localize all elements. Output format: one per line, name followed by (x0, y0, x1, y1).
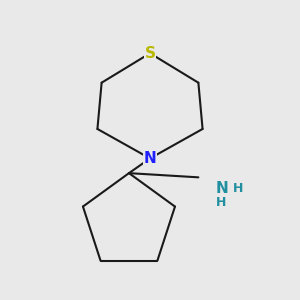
Text: N: N (144, 151, 156, 166)
Text: S: S (145, 46, 155, 61)
Text: H: H (216, 196, 227, 209)
Text: H: H (233, 182, 244, 195)
Text: N: N (215, 181, 228, 196)
